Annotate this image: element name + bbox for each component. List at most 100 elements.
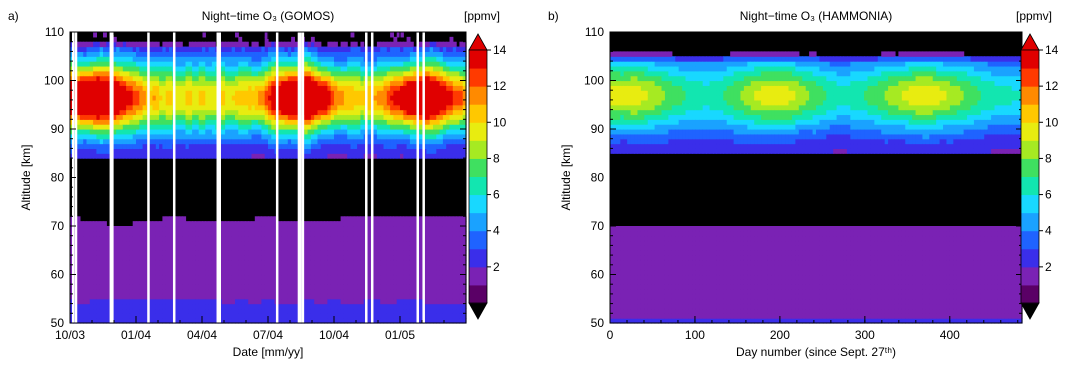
heatmap-cell xyxy=(126,85,130,91)
heatmap-cell xyxy=(277,245,282,251)
heatmap-cell xyxy=(70,240,74,246)
heatmap-cell xyxy=(198,235,203,242)
heatmap-cell xyxy=(281,85,286,91)
heatmap-cell xyxy=(264,245,269,251)
heatmap-cell xyxy=(79,95,84,101)
heatmap-cell xyxy=(244,303,249,310)
heatmap-cell xyxy=(86,259,91,266)
heatmap-cell xyxy=(291,124,295,130)
heatmap-cell xyxy=(258,56,262,62)
heatmap-cell xyxy=(99,41,104,48)
heatmap-cell xyxy=(142,318,147,324)
heatmap-cell xyxy=(149,221,154,227)
heatmap-cell xyxy=(208,279,213,285)
heatmap-cell xyxy=(284,308,289,314)
heatmap-cell xyxy=(304,85,309,91)
heatmap-cell xyxy=(165,293,170,300)
heatmap-cell xyxy=(136,80,140,86)
heatmap-cell xyxy=(129,85,134,91)
heatmap-cell xyxy=(103,269,107,276)
heatmap-cell xyxy=(221,80,226,86)
heatmap-cell xyxy=(76,85,81,91)
heatmap-cell xyxy=(195,153,200,159)
heatmap-cell xyxy=(284,293,289,300)
heatmap-cell xyxy=(155,255,160,261)
heatmap-cell xyxy=(86,56,91,62)
heatmap-cell xyxy=(291,143,295,149)
heatmap-cell xyxy=(112,148,117,154)
heatmap-cell xyxy=(264,56,269,62)
heatmap-cell xyxy=(284,148,289,154)
heatmap-cell xyxy=(155,284,160,290)
heatmap-cell xyxy=(202,109,206,116)
heatmap-cell xyxy=(271,313,276,319)
heatmap-cell xyxy=(281,274,286,280)
heatmap-cell xyxy=(307,61,312,67)
heatmap-cell xyxy=(324,279,328,285)
heatmap-cell xyxy=(182,230,187,237)
heatmap-cell xyxy=(195,51,200,57)
heatmap-cell xyxy=(132,104,137,111)
heatmap-cell xyxy=(132,245,137,251)
heatmap-cell xyxy=(149,138,154,145)
heatmap-cell xyxy=(188,264,193,271)
heatmap-cell xyxy=(96,235,101,242)
heatmap-cell xyxy=(122,85,127,91)
heatmap-cell xyxy=(281,65,286,72)
heatmap-cell xyxy=(149,240,154,246)
heatmap-cell xyxy=(99,99,104,106)
heatmap-cell xyxy=(208,274,213,280)
heatmap-cell xyxy=(281,51,286,57)
heatmap-cell xyxy=(268,226,272,232)
heatmap-cell xyxy=(238,240,243,246)
heatmap-cell xyxy=(228,148,233,154)
heatmap-cell xyxy=(132,65,137,72)
heatmap-cell xyxy=(96,119,101,125)
heatmap-cell xyxy=(195,235,200,242)
heatmap-cell xyxy=(307,133,312,140)
heatmap-cell xyxy=(231,133,236,140)
heatmap-cell xyxy=(129,230,134,237)
heatmap-cell xyxy=(96,230,101,237)
heatmap-cell xyxy=(320,99,325,106)
heatmap-cell xyxy=(142,148,147,154)
heatmap-cell xyxy=(142,65,147,72)
heatmap-cell xyxy=(307,143,312,149)
heatmap-cell xyxy=(284,99,289,106)
heatmap-cell xyxy=(152,293,157,300)
heatmap-cell xyxy=(264,255,269,261)
heatmap-cell xyxy=(70,124,74,130)
heatmap-cell xyxy=(251,148,256,154)
heatmap-cell xyxy=(248,51,253,57)
heatmap-cell xyxy=(132,259,137,266)
heatmap-cell xyxy=(334,41,338,48)
heatmap-cell xyxy=(314,289,319,295)
heatmap-cell xyxy=(287,80,292,86)
heatmap-cell xyxy=(317,274,322,280)
heatmap-cell xyxy=(202,293,206,300)
heatmap-cell xyxy=(188,153,193,159)
heatmap-cell xyxy=(79,104,84,111)
heatmap-cell xyxy=(244,221,249,227)
heatmap-cell xyxy=(182,65,187,72)
heatmap-cell xyxy=(235,85,239,91)
heatmap-cell xyxy=(248,129,253,135)
heatmap-cell xyxy=(225,65,229,72)
heatmap-cell xyxy=(126,124,130,130)
heatmap-cell xyxy=(317,133,322,140)
heatmap-cell xyxy=(244,61,249,67)
heatmap-cell xyxy=(76,133,81,140)
heatmap-cell xyxy=(268,138,272,145)
heatmap-cell xyxy=(284,143,289,149)
heatmap-cell xyxy=(122,70,127,77)
heatmap-cell xyxy=(132,143,137,149)
heatmap-cell xyxy=(225,61,229,67)
heatmap-cell xyxy=(238,313,243,319)
heatmap-cell xyxy=(178,61,183,67)
heatmap-cell xyxy=(291,85,295,91)
heatmap-cell xyxy=(165,70,170,77)
heatmap-cell xyxy=(192,264,196,271)
heatmap-cell xyxy=(122,298,127,305)
heatmap-cell xyxy=(327,264,332,271)
heatmap-cell xyxy=(162,51,167,57)
